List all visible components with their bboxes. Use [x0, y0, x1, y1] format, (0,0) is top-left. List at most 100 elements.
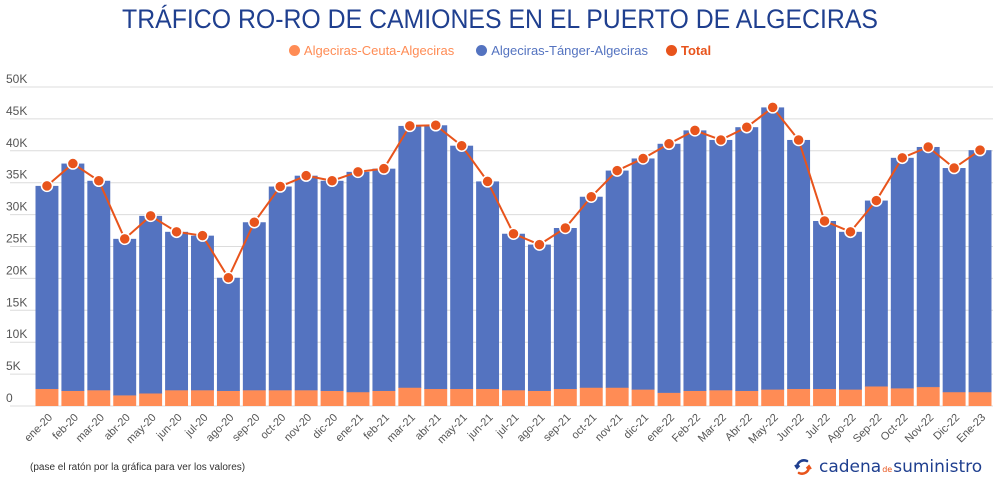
point-total[interactable] — [766, 101, 779, 114]
bar-tanger[interactable] — [527, 244, 551, 391]
bar-tanger[interactable] — [864, 200, 888, 387]
bar-tanger[interactable] — [450, 145, 474, 389]
bar-ceuta[interactable] — [139, 393, 163, 406]
bar-tanger[interactable] — [605, 170, 629, 388]
bar-tanger[interactable] — [709, 139, 733, 391]
bar-ceuta[interactable] — [864, 386, 888, 406]
bar-ceuta[interactable] — [346, 391, 370, 406]
bar-ceuta[interactable] — [216, 390, 240, 406]
point-total[interactable] — [196, 229, 209, 242]
point-total[interactable] — [507, 227, 520, 240]
bar-tanger[interactable] — [216, 277, 240, 391]
point-total[interactable] — [222, 271, 235, 285]
point-total[interactable] — [973, 143, 987, 157]
bar-tanger[interactable] — [165, 231, 189, 391]
point-total[interactable] — [947, 161, 961, 175]
bar-ceuta[interactable] — [553, 388, 577, 406]
point-total[interactable] — [170, 225, 183, 239]
bar-ceuta[interactable] — [61, 390, 85, 406]
point-total[interactable] — [118, 232, 131, 246]
bar-ceuta[interactable] — [735, 390, 759, 406]
bar-ceuta[interactable] — [683, 390, 707, 406]
bar-ceuta[interactable] — [476, 388, 500, 406]
bar-tanger[interactable] — [268, 186, 292, 391]
bar-tanger[interactable] — [890, 157, 914, 389]
legend-item-ceuta[interactable]: Algeciras-Ceuta-Algeciras — [288, 43, 454, 58]
bar-ceuta[interactable] — [35, 388, 59, 406]
bar-ceuta[interactable] — [398, 387, 422, 406]
bar-ceuta[interactable] — [709, 390, 733, 406]
point-total[interactable] — [610, 164, 624, 177]
bar-ceuta[interactable] — [502, 390, 525, 406]
point-total[interactable] — [844, 225, 857, 239]
bar-ceuta[interactable] — [294, 390, 318, 406]
bar-ceuta[interactable] — [631, 389, 655, 406]
point-total[interactable] — [40, 179, 54, 193]
bar-ceuta[interactable] — [424, 388, 448, 406]
bar-tanger[interactable] — [761, 107, 785, 390]
point-total[interactable] — [688, 124, 702, 137]
bar-tanger[interactable] — [579, 196, 603, 388]
chart-plot-area[interactable]: 05K10K15K20K25K30K35K40K45K50Kene-20feb-… — [0, 0, 1000, 460]
point-total[interactable] — [740, 120, 754, 134]
bar-ceuta[interactable] — [813, 388, 836, 406]
bar-ceuta[interactable] — [838, 389, 862, 406]
bar-ceuta[interactable] — [761, 389, 785, 406]
bar-tanger[interactable] — [242, 222, 266, 391]
bar-tanger[interactable] — [631, 158, 655, 390]
legend-item-total[interactable]: Total — [665, 43, 711, 58]
point-total[interactable] — [403, 119, 417, 133]
point-total[interactable] — [714, 133, 728, 147]
point-total[interactable] — [818, 214, 831, 228]
point-total[interactable] — [299, 169, 313, 182]
bar-ceuta[interactable] — [605, 387, 629, 406]
bar-tanger[interactable] — [35, 185, 59, 389]
bar-tanger[interactable] — [683, 130, 707, 391]
bar-ceuta[interactable] — [242, 390, 266, 406]
point-total[interactable] — [377, 162, 391, 175]
bar-ceuta[interactable] — [165, 390, 189, 406]
bar-tanger[interactable] — [813, 220, 836, 389]
bar-tanger[interactable] — [942, 168, 966, 392]
point-total[interactable] — [273, 180, 287, 193]
point-total[interactable] — [455, 139, 468, 152]
bar-ceuta[interactable] — [916, 386, 940, 406]
bar-tanger[interactable] — [320, 180, 344, 391]
bar-ceuta[interactable] — [372, 390, 396, 406]
point-total[interactable] — [481, 175, 494, 188]
bar-ceuta[interactable] — [320, 390, 344, 406]
bar-ceuta[interactable] — [942, 391, 966, 406]
bar-tanger[interactable] — [916, 146, 940, 387]
point-total[interactable] — [429, 119, 442, 132]
bar-tanger[interactable] — [372, 168, 396, 391]
bar-tanger[interactable] — [113, 238, 137, 396]
point-total[interactable] — [92, 174, 106, 188]
bar-ceuta[interactable] — [87, 390, 111, 406]
point-total[interactable] — [585, 190, 598, 203]
bar-tanger[interactable] — [61, 163, 85, 391]
bar-ceuta[interactable] — [113, 395, 137, 406]
bar-ceuta[interactable] — [968, 391, 992, 406]
point-total[interactable] — [559, 221, 572, 235]
bar-tanger[interactable] — [398, 125, 422, 388]
bar-ceuta[interactable] — [191, 390, 214, 406]
bar-ceuta[interactable] — [657, 392, 681, 406]
bar-tanger[interactable] — [553, 227, 577, 389]
bar-ceuta[interactable] — [579, 387, 603, 406]
bar-tanger[interactable] — [838, 231, 862, 390]
point-total[interactable] — [921, 140, 935, 154]
bar-tanger[interactable] — [735, 127, 759, 391]
bar-tanger[interactable] — [787, 139, 811, 389]
bar-tanger[interactable] — [87, 180, 111, 391]
point-total[interactable] — [870, 194, 883, 207]
bar-ceuta[interactable] — [268, 390, 292, 406]
bar-tanger[interactable] — [139, 215, 163, 394]
bar-ceuta[interactable] — [450, 388, 474, 406]
point-total[interactable] — [66, 157, 80, 170]
point-total[interactable] — [325, 174, 339, 188]
bar-ceuta[interactable] — [890, 388, 914, 406]
bar-tanger[interactable] — [346, 171, 370, 392]
point-total[interactable] — [636, 152, 650, 165]
bar-tanger[interactable] — [502, 233, 525, 391]
point-total[interactable] — [248, 216, 261, 229]
